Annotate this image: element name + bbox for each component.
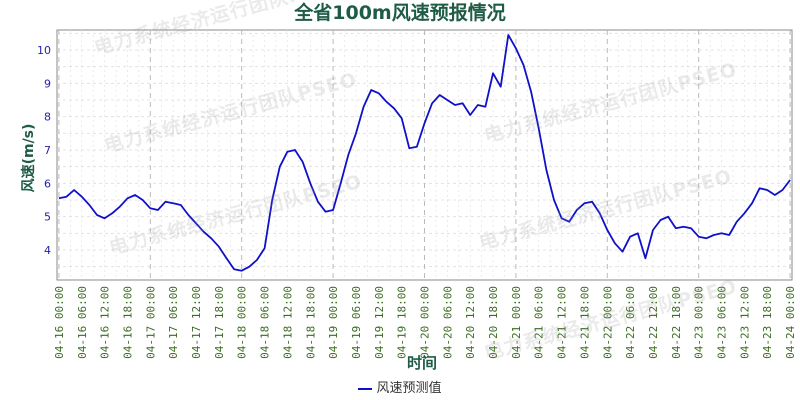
- legend-line-swatch: [358, 387, 373, 390]
- x-tick-label: 04-21 00:00: [510, 286, 523, 359]
- y-tick-label: 4: [44, 244, 51, 257]
- x-tick-label: 04-24 00:00: [784, 286, 797, 359]
- x-tick-label: 04-17 12:00: [190, 286, 203, 359]
- x-tick-label: 04-17 18:00: [213, 286, 226, 359]
- x-tick-label: 04-16 12:00: [99, 286, 112, 359]
- x-tick-label: 04-21 18:00: [578, 286, 591, 359]
- x-tick-label: 04-21 06:00: [533, 286, 546, 359]
- x-tick-label: 04-23 06:00: [716, 286, 729, 359]
- x-tick-label: 04-18 18:00: [304, 286, 317, 359]
- grid-lines: [57, 30, 792, 280]
- x-tick-label: 04-19 06:00: [350, 286, 363, 359]
- x-tick-label: 04-22 00:00: [601, 286, 614, 359]
- x-tick-label: 04-23 18:00: [761, 286, 774, 359]
- chart-title: 全省100m风速预报情况: [294, 2, 506, 24]
- x-tick-label: 04-20 18:00: [487, 286, 500, 359]
- x-tick-label: 04-22 12:00: [647, 286, 660, 359]
- x-tick-label: 04-20 00:00: [419, 286, 432, 359]
- x-tick-label: 04-18 00:00: [236, 286, 249, 359]
- x-tick-label: 04-20 12:00: [464, 286, 477, 359]
- x-tick-label: 04-19 18:00: [396, 286, 409, 359]
- x-axis-label: 时间: [407, 354, 437, 372]
- y-axis-label: 风速(m/s): [20, 124, 37, 193]
- x-tick-label: 04-17 06:00: [167, 286, 180, 359]
- y-tick-labels: 4 5 6 7 8 9 10: [37, 44, 51, 257]
- x-tick-label: 04-20 06:00: [441, 286, 454, 359]
- legend: 风速预测值: [0, 377, 800, 396]
- x-tick-label: 04-19 00:00: [327, 286, 340, 359]
- y-tick-label: 5: [44, 211, 51, 224]
- series-line-wind-speed: [58, 34, 791, 272]
- x-tick-labels: 04-16 00:00 04-16 06:00 04-16 12:00 04-16 1…: [53, 286, 797, 359]
- x-tick-label: 04-16 00:00: [53, 286, 66, 359]
- y-tick-label: 6: [44, 177, 51, 190]
- x-tick-label: 04-22 06:00: [624, 286, 637, 359]
- y-tick-label: 10: [37, 44, 51, 57]
- x-tick-label: 04-19 12:00: [373, 286, 386, 359]
- x-tick-label: 04-21 12:00: [556, 286, 569, 359]
- x-tick-label: 04-16 06:00: [76, 286, 89, 359]
- x-tick-label: 04-23 12:00: [738, 286, 751, 359]
- x-tick-label: 04-16 18:00: [121, 286, 134, 359]
- y-tick-label: 7: [44, 144, 51, 157]
- x-tick-label: 04-22 18:00: [670, 286, 683, 359]
- x-tick-label: 04-23 00:00: [693, 286, 706, 359]
- x-tick-label: 04-18 06:00: [259, 286, 272, 359]
- x-tick-label: 04-17 00:00: [144, 286, 157, 359]
- x-tick-label: 04-18 12:00: [281, 286, 294, 359]
- y-tick-label: 9: [44, 77, 51, 90]
- y-tick-label: 8: [44, 111, 51, 124]
- legend-label: 风速预测值: [376, 381, 442, 396]
